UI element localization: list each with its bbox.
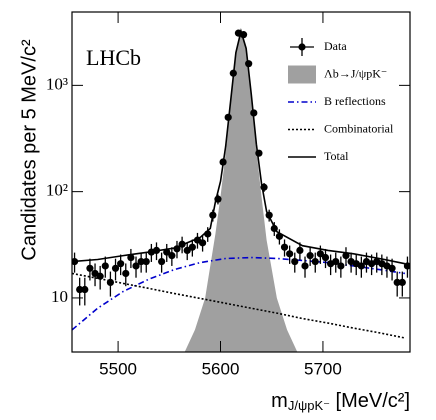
legend-label: Combinatorial (324, 121, 394, 135)
data-point (311, 257, 319, 266)
data-point (96, 272, 104, 280)
x-label-subscript: J/ψpK⁻ (288, 398, 330, 413)
legend-marker (288, 65, 316, 84)
data-point (214, 195, 222, 203)
data-point (137, 257, 145, 266)
x-tick-label: 5600 (202, 359, 240, 378)
data-point (173, 245, 181, 253)
data-point (291, 257, 299, 266)
legend-label: Λb→J/ψpK⁻ (324, 66, 387, 80)
data-point (316, 250, 324, 258)
legend-label: Total (324, 149, 349, 163)
data-point (111, 264, 120, 272)
data-point (76, 285, 84, 294)
x-tick-label: 5700 (304, 359, 342, 378)
x-tick-label: 5500 (99, 359, 137, 378)
legend-marker (298, 43, 306, 51)
data-point (342, 252, 350, 260)
data-point (158, 257, 166, 266)
data-point (332, 257, 340, 266)
data-point (72, 257, 79, 266)
data-point (296, 246, 304, 255)
data-point (209, 211, 217, 219)
data-point (245, 60, 253, 68)
data-point (398, 278, 406, 287)
y-tick-label: 10² (46, 181, 68, 200)
data-point (142, 257, 150, 266)
data-point (337, 262, 345, 270)
curve (72, 28, 406, 265)
x-label-symbol: m (271, 390, 288, 412)
data-point (280, 243, 289, 251)
data-point (270, 224, 278, 233)
data-point (239, 31, 248, 39)
y-tick-label: 10 (51, 287, 68, 306)
data-point (178, 240, 186, 248)
y-tick-label: 10³ (46, 74, 68, 93)
data-point (219, 158, 227, 166)
curve (72, 256, 405, 331)
y-axis-label: Candidates per 5 MeV/c² (18, 39, 40, 261)
data-point (132, 262, 140, 270)
signal-area (184, 31, 298, 352)
data-point (286, 250, 294, 258)
data-point (393, 278, 401, 287)
data-point (306, 252, 314, 260)
curve (72, 272, 406, 339)
legend-label: B reflections (324, 94, 386, 108)
data-point (163, 248, 171, 256)
data-point (250, 109, 258, 117)
data-point (204, 230, 212, 238)
data-point (198, 239, 207, 247)
data-point (321, 253, 330, 262)
data-point (81, 285, 89, 294)
data-point (403, 262, 410, 270)
data-point (106, 278, 115, 287)
data-point (122, 269, 130, 278)
data-point (168, 252, 176, 260)
data-point (301, 262, 309, 270)
data-point (265, 211, 273, 219)
data-point (224, 113, 232, 121)
x-label-unit: [MeV/c²] (330, 390, 410, 412)
x-axis-label: mJ/ψpK⁻ [MeV/c²] (271, 390, 410, 413)
data-point (86, 264, 94, 272)
data-point (127, 253, 135, 262)
data-point (357, 262, 365, 270)
data-point (255, 149, 263, 157)
data-point (101, 262, 109, 270)
data-point (152, 246, 161, 255)
data-point (388, 264, 396, 272)
axes-frame (71, 11, 411, 353)
plot-area (72, 28, 410, 352)
data-point (229, 69, 237, 77)
data-point (117, 260, 125, 268)
data-point (260, 183, 268, 191)
data-point (275, 232, 284, 240)
data-point (188, 243, 196, 251)
legend-label: Data (324, 39, 347, 53)
annotation: LHCb (86, 45, 141, 70)
